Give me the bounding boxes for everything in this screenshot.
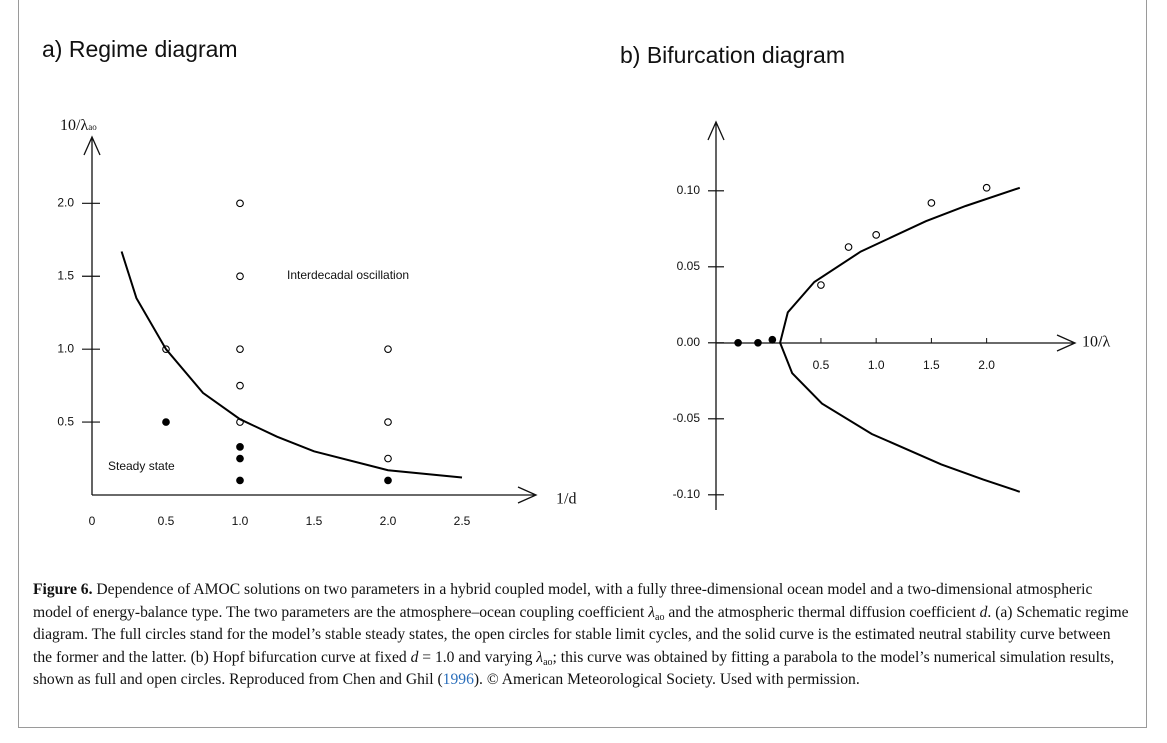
filled-circle xyxy=(162,418,170,426)
open-circle xyxy=(236,345,244,354)
y-tick-label: 1.5 xyxy=(57,268,74,282)
x-tick-label: 2.0 xyxy=(380,514,397,528)
x-tick-label: 1.5 xyxy=(923,358,940,372)
figure: a) Regime diagram 0.5 1.0 1.5 2.0 0 0.5 1.0 1.5 2… xyxy=(42,36,1110,528)
x-tick-label: 0 xyxy=(89,514,96,528)
y-axis-label-main: 10/λ xyxy=(60,117,88,134)
x-tick-label: 1.0 xyxy=(232,514,249,528)
open-circle xyxy=(236,272,244,281)
x-tick-label: 0.5 xyxy=(813,358,830,372)
y-tick-label: 1.0 xyxy=(57,341,74,355)
caption-label: Figure 6. xyxy=(33,581,93,598)
figure-frame xyxy=(18,0,1147,728)
curve xyxy=(120,251,463,479)
filled-circle xyxy=(236,476,244,485)
x-axis-label: 10/λ xyxy=(1082,334,1110,351)
y-tick-label: 0.00 xyxy=(677,335,701,349)
caption-text: ). © American Meteorological Society. Us… xyxy=(473,671,860,688)
y-axis xyxy=(83,135,101,495)
open-circle xyxy=(236,381,244,390)
annotation: Steady state xyxy=(108,459,175,473)
caption-text: and the atmospheric thermal diffusion co… xyxy=(664,603,980,621)
filled-circle xyxy=(754,338,762,347)
filled-circle xyxy=(734,338,742,347)
x-axis xyxy=(92,486,538,504)
citation-link[interactable]: 1996 xyxy=(442,671,474,688)
caption-text: ; this curve was obtained by fitting a p… xyxy=(33,648,1115,689)
filled-circle xyxy=(236,443,244,451)
y-tick-label: -0.05 xyxy=(673,411,701,425)
caption-symbol: d xyxy=(979,603,988,621)
x-tick-label: 2.5 xyxy=(454,514,471,528)
x-axis xyxy=(716,334,1077,352)
curve xyxy=(779,186,1021,493)
y-tick-label: 0.05 xyxy=(677,259,701,273)
y-tick-label: 0.10 xyxy=(677,183,701,197)
open-circle xyxy=(817,281,825,289)
open-circle xyxy=(384,418,392,426)
filled-circle xyxy=(768,335,777,344)
annotation: Interdecadal oscillation xyxy=(287,268,409,282)
open-circle xyxy=(844,243,853,251)
y-axis-label-sub: ao xyxy=(88,122,97,132)
caption-subscript: ao xyxy=(543,656,553,668)
open-circle xyxy=(384,454,392,463)
x-tick-label: 1.5 xyxy=(306,514,323,528)
open-circle xyxy=(927,199,936,207)
y-tick-label: 2.0 xyxy=(57,196,74,210)
chart-title: b) Bifurcation diagram xyxy=(620,42,845,68)
caption-subscript: ao xyxy=(655,611,665,623)
y-tick-label: -0.10 xyxy=(673,487,701,501)
open-circle xyxy=(872,231,881,239)
x-axis-label: 1/d xyxy=(556,491,576,508)
x-tick-label: 2.0 xyxy=(978,358,995,372)
x-tick-label: 1.0 xyxy=(868,358,885,372)
open-circle xyxy=(982,183,991,192)
caption-text: . (a) Schematic regime diagram. The full… xyxy=(33,603,1129,666)
caption-symbol: λ xyxy=(648,603,656,621)
x-tick-label: 0.5 xyxy=(158,514,175,528)
filled-circle xyxy=(384,476,392,485)
caption-text: = 1.0 and varying xyxy=(418,648,537,666)
caption-symbol: λ xyxy=(536,648,544,666)
caption: Figure 6. Dependence of AMOC solutions o… xyxy=(33,579,1133,692)
chart-title: a) Regime diagram xyxy=(42,36,238,62)
y-tick-label: 0.5 xyxy=(57,414,74,428)
filled-circle xyxy=(236,454,244,463)
open-circle xyxy=(384,345,392,354)
caption-text: Dependence of AMOC solutions on two para… xyxy=(33,581,1093,621)
y-axis xyxy=(707,120,725,510)
caption-symbol: d xyxy=(410,648,419,666)
open-circle xyxy=(236,199,244,208)
y-axis-label: 10/λao xyxy=(60,117,97,134)
